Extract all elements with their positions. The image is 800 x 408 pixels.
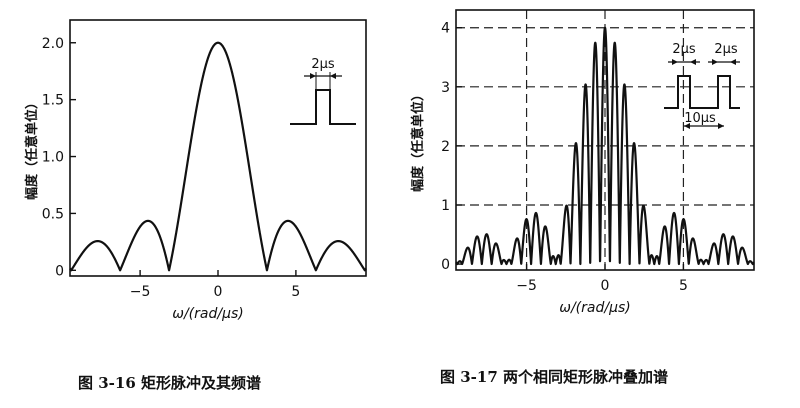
figure-two-pulse-spectrum: −5 0 5 0 1 2 3 4 ω/(rad/μs) 幅度（任意单位） 2μs 2μs 10μs 图 … bbox=[400, 0, 800, 408]
x-tick-label-0: −5 bbox=[516, 278, 537, 294]
pulse1-arrow-head-left bbox=[672, 59, 678, 65]
pulse1-arrow-head-right bbox=[690, 59, 696, 65]
caption-left: 图 3-16 矩形脉冲及其频谱 bbox=[78, 374, 261, 392]
y-tick-label-3: 1.5 bbox=[42, 93, 64, 109]
y-tick-label-2: 1.0 bbox=[42, 150, 64, 166]
y-tick-label-0: 0 bbox=[441, 257, 450, 273]
pulse2-arrow-head-left bbox=[712, 59, 718, 65]
y-tick-label-0: 0 bbox=[55, 263, 64, 279]
spacing-label: 10μs bbox=[684, 111, 716, 126]
pulse1-width-label: 2μs bbox=[672, 42, 696, 57]
arrow-head-left bbox=[310, 73, 316, 79]
caption-right: 图 3-17 两个相同矩形脉冲叠加谱 bbox=[440, 368, 668, 386]
figure-rect-pulse-spectrum: −5 0 5 0 0.5 1.0 1.5 2.0 ω/(rad/μs) 幅度（任意单位） 2μs 图… bbox=[24, 19, 367, 392]
spectrum-line bbox=[455, 26, 755, 266]
x-tick-label-2: 5 bbox=[291, 284, 300, 300]
spacing-arrow-head-right bbox=[718, 123, 724, 129]
y-axis-label: 幅度（任意单位） bbox=[410, 88, 426, 192]
spacing-arrow-head-left bbox=[684, 123, 690, 129]
inset-single-pulse: 2μs bbox=[290, 57, 356, 125]
pulse-shape bbox=[290, 89, 356, 125]
y-tick-label-2: 2 bbox=[441, 139, 450, 155]
inset-two-pulses: 2μs 2μs 10μs bbox=[664, 42, 740, 129]
x-tick-label-1: 0 bbox=[214, 284, 223, 300]
y-tick-label-4: 2.0 bbox=[42, 36, 64, 52]
x-axis-label: ω/(rad/μs) bbox=[559, 300, 631, 316]
two-pulse-shape bbox=[664, 75, 740, 109]
pulse2-width-label: 2μs bbox=[714, 42, 738, 57]
chart-left: −5 0 5 0 0.5 1.0 1.5 2.0 ω/(rad/μs) 幅度（任意单位） 2μs bbox=[24, 19, 367, 322]
pulse2-arrow-head-right bbox=[730, 59, 736, 65]
chart-right: −5 0 5 0 1 2 3 4 ω/(rad/μs) 幅度（任意单位） 2μs 2μs 10μs bbox=[410, 9, 755, 316]
x-axis-label: ω/(rad/μs) bbox=[172, 306, 244, 322]
x-tick-label-1: 0 bbox=[601, 278, 610, 294]
x-tick-label-0: −5 bbox=[130, 284, 151, 300]
y-tick-label-3: 3 bbox=[441, 80, 450, 96]
arrow-head-right bbox=[330, 73, 336, 79]
y-tick-label-1: 0.5 bbox=[42, 206, 64, 222]
x-tick-label-2: 5 bbox=[679, 278, 688, 294]
spectrum-line bbox=[69, 41, 367, 272]
y-axis-label: 幅度（任意单位） bbox=[24, 96, 40, 200]
y-tick-label-4: 4 bbox=[441, 21, 450, 37]
pulse-width-label: 2μs bbox=[311, 57, 335, 72]
y-tick-label-1: 1 bbox=[441, 198, 450, 214]
